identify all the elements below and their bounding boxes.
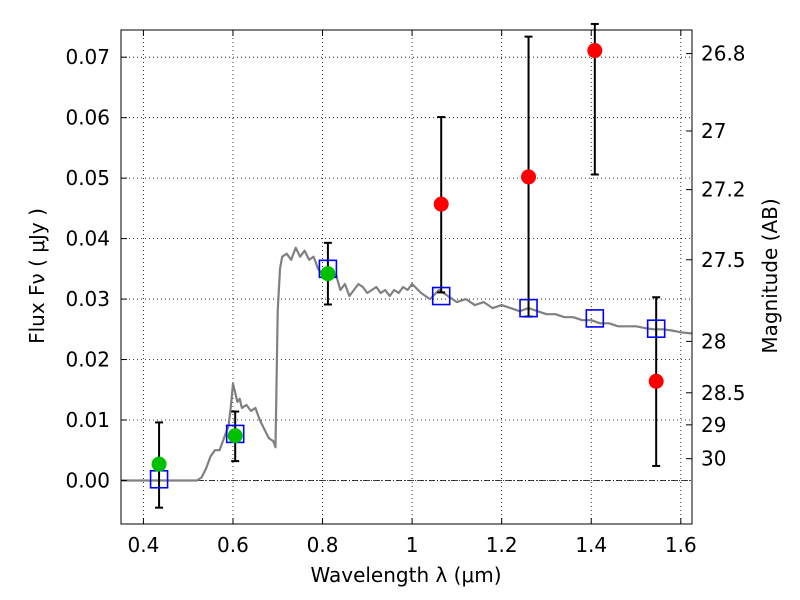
detection-point (227, 428, 243, 444)
x-axis-label: Wavelength λ (μm) (310, 563, 501, 587)
x-axis: 0.4 0.6 0.8 1 1.2 1.4 1.6 (127, 30, 697, 557)
y-tick-label: 0.05 (65, 166, 110, 190)
magnitude-tick-label: 28.5 (701, 381, 746, 405)
y-tick-label: 0.03 (65, 287, 110, 311)
x-tick-label: 1.4 (575, 533, 607, 557)
x-tick-label: 0.6 (217, 533, 249, 557)
magnitude-tick-label: 26.8 (701, 42, 746, 66)
upper-limit-point (521, 169, 537, 185)
model-spectrum-line (121, 246, 693, 482)
magnitude-axis: 26.8 27 27.2 27.5 28 28.5 29 30 (686, 42, 746, 471)
x-tick-label: 0.4 (127, 533, 159, 557)
detection-point (320, 266, 336, 282)
magnitude-tick-label: 30 (701, 447, 726, 471)
plot-frame (120, 29, 693, 525)
right-axis-label: Magnitude (AB) (758, 198, 782, 353)
model-photometry-square (585, 309, 605, 328)
y-axis: 0.00 0.01 0.02 0.03 0.04 0.05 0.06 0.07 (65, 45, 127, 492)
x-tick-label: 1 (406, 533, 419, 557)
magnitude-tick-label: 27.5 (701, 248, 746, 272)
model-photometry-square (431, 286, 451, 306)
y-tick-label: 0.01 (65, 408, 110, 432)
model-photometry-square (646, 319, 666, 338)
upper-limit-point (433, 196, 449, 212)
upper-limit-point (648, 373, 664, 389)
y-tick-label: 0.07 (65, 45, 110, 69)
y-tick-label: 0.02 (65, 348, 110, 372)
model-photometry-square (519, 298, 538, 318)
magnitude-tick-label: 27.2 (701, 178, 746, 202)
x-tick-label: 1.2 (486, 533, 518, 557)
y-axis-label: Flux Fν ( μJy ) (25, 208, 49, 344)
plot-area (121, 22, 693, 509)
detection-point (151, 456, 167, 472)
x-tick-label: 0.8 (307, 533, 339, 557)
y-tick-label: 0.04 (65, 227, 110, 251)
y-tick-label: 0.06 (65, 106, 110, 130)
magnitude-tick-label: 27 (701, 119, 726, 143)
magnitude-tick-label: 29 (701, 413, 726, 437)
upper-limit-point (587, 43, 603, 59)
magnitude-tick-label: 28 (701, 329, 726, 353)
x-tick-label: 1.6 (665, 533, 697, 557)
y-tick-label: 0.00 (65, 468, 110, 492)
